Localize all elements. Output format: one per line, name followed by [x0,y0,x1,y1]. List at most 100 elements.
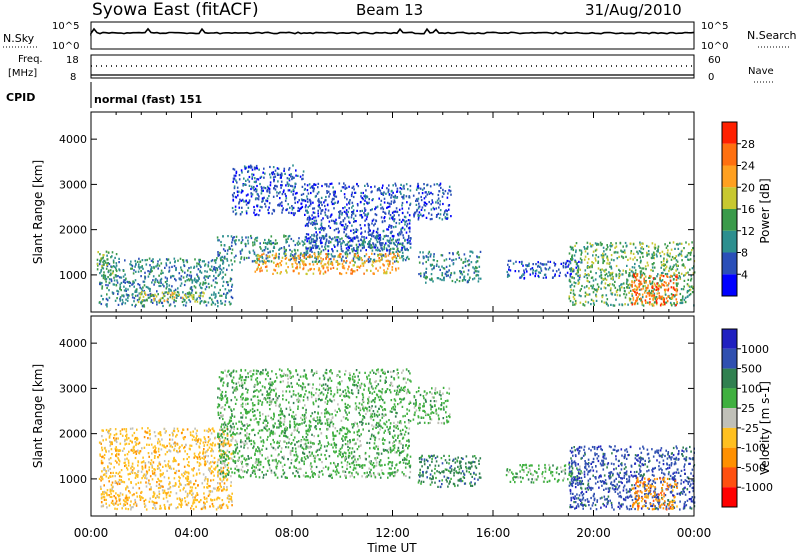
data-cell [590,245,592,248]
data-cell [233,178,235,181]
data-cell [173,301,175,304]
data-cell [575,242,578,245]
data-cell [291,265,294,268]
data-cell [441,272,444,275]
data-cell [351,240,354,243]
data-cell [291,254,294,257]
data-cell [547,260,549,263]
data-cell [108,296,111,299]
data-cell [284,252,287,256]
data-cell [653,266,656,269]
data-cell [118,453,120,456]
data-cell [168,504,171,507]
data-cell [355,220,357,223]
data-cell [128,490,130,493]
data-cell [351,201,354,204]
data-cell [305,209,307,212]
data-cell [181,473,183,476]
data-cell [370,244,373,247]
data-cell [313,252,316,256]
data-cell [119,432,122,435]
data-cell [105,498,107,501]
data-cell [650,269,652,272]
data-cell [323,236,326,239]
data-cell [102,468,105,471]
data-cell [199,300,202,303]
data-cell [460,270,463,274]
data-cell [213,293,215,296]
data-cell [678,254,680,257]
data-cell [145,263,148,266]
data-cell [656,301,658,304]
data-cell [110,273,112,276]
data-cell [354,214,357,217]
data-cell [433,183,436,186]
data-cell [476,255,478,258]
data-cell [165,262,167,265]
power-data-cells [96,164,696,308]
data-cell [333,258,335,261]
data-cell [292,206,295,209]
data-cell [369,240,371,243]
data-cell [240,256,243,259]
data-cell [225,504,228,507]
data-cell [306,197,309,201]
data-cell [230,481,232,484]
data-cell [580,261,582,264]
data-cell [675,278,678,281]
data-cell [349,244,352,247]
data-cell [216,257,218,260]
data-cell [243,177,245,180]
data-cell [329,182,331,186]
data-cell [450,193,452,196]
data-cell [342,240,344,243]
data-cell [445,265,448,268]
data-cell [201,287,203,290]
data-cell [675,243,678,246]
data-cell [148,455,150,458]
data-cell [423,197,426,200]
data-cell [278,252,280,256]
data-cell [115,502,117,505]
data-cell [184,436,186,439]
data-cell [230,484,232,487]
data-cell [272,241,275,245]
data-cell [423,256,425,259]
data-cell [305,272,308,275]
data-cell [144,430,146,433]
data-cell [145,285,148,289]
data-cell [119,299,121,302]
data-cell [148,272,151,276]
data-cell [138,441,141,444]
data-cell [340,189,342,192]
data-cell [639,261,642,264]
data-cell [180,275,183,278]
data-cell [624,241,627,245]
data-cell [267,251,269,254]
data-cell [336,260,339,263]
data-cell [329,241,332,244]
data-cell [399,187,402,190]
data-cell [326,266,328,269]
data-cell [118,471,121,474]
data-cell [269,250,272,253]
data-cell [328,241,330,244]
data-cell [661,250,664,253]
data-cell [432,267,435,270]
data-cell [178,503,180,506]
data-cell [625,270,627,273]
data-cell [642,247,645,251]
data-cell [287,184,290,187]
data-cell [185,275,188,278]
data-cell [142,460,145,463]
data-cell [187,501,190,504]
data-cell [396,245,398,248]
data-cell [590,270,592,273]
data-cell [362,262,365,265]
data-cell [139,266,141,269]
data-cell [317,215,320,218]
data-cell [305,250,308,253]
data-cell [155,277,157,281]
data-cell [273,210,275,213]
data-cell [230,497,233,500]
